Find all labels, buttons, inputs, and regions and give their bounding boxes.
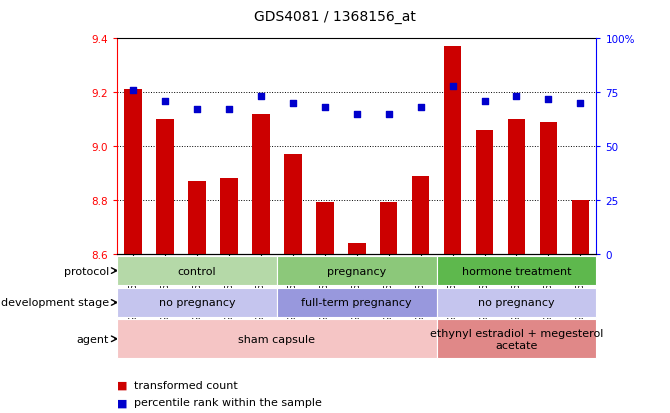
Bar xyxy=(156,120,174,254)
Point xyxy=(159,98,170,105)
Text: ■: ■ xyxy=(117,398,128,408)
Bar xyxy=(412,176,429,254)
Point xyxy=(575,100,586,107)
Text: percentile rank within the sample: percentile rank within the sample xyxy=(134,398,322,408)
Text: no pregnancy: no pregnancy xyxy=(159,298,235,308)
Point xyxy=(192,107,202,114)
Bar xyxy=(572,200,589,254)
Point xyxy=(320,104,330,111)
Text: protocol: protocol xyxy=(64,266,109,276)
Bar xyxy=(316,203,334,254)
Bar xyxy=(252,114,270,254)
Point xyxy=(224,107,234,114)
Point xyxy=(511,94,522,100)
Text: ethynyl estradiol + megesterol
acetate: ethynyl estradiol + megesterol acetate xyxy=(429,328,603,350)
Text: pregnancy: pregnancy xyxy=(327,266,387,276)
Text: ■: ■ xyxy=(117,380,128,390)
Text: transformed count: transformed count xyxy=(134,380,238,390)
Text: full-term pregnancy: full-term pregnancy xyxy=(302,298,412,308)
Bar xyxy=(444,47,462,254)
Point xyxy=(479,98,490,105)
Text: hormone treatment: hormone treatment xyxy=(462,266,572,276)
Point xyxy=(255,94,266,100)
Bar xyxy=(125,90,142,254)
Point xyxy=(415,104,426,111)
Bar xyxy=(188,182,206,254)
Bar xyxy=(220,179,238,254)
Bar xyxy=(380,203,397,254)
Text: agent: agent xyxy=(77,334,109,344)
Point xyxy=(543,96,553,103)
Point xyxy=(287,100,298,107)
Bar xyxy=(476,131,493,254)
Bar xyxy=(508,120,525,254)
Text: control: control xyxy=(178,266,216,276)
Text: development stage: development stage xyxy=(1,298,109,308)
Text: sham capsule: sham capsule xyxy=(239,334,316,344)
Bar xyxy=(539,123,557,254)
Point xyxy=(447,83,458,90)
Bar xyxy=(348,243,366,254)
Bar xyxy=(284,154,302,254)
Point xyxy=(128,88,139,94)
Point xyxy=(383,111,394,118)
Text: GDS4081 / 1368156_at: GDS4081 / 1368156_at xyxy=(254,10,416,24)
Text: no pregnancy: no pregnancy xyxy=(478,298,555,308)
Point xyxy=(351,111,362,118)
